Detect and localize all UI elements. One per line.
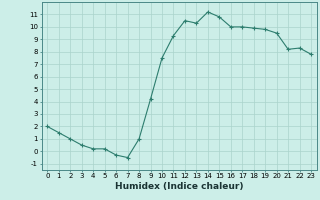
X-axis label: Humidex (Indice chaleur): Humidex (Indice chaleur)	[115, 182, 244, 191]
